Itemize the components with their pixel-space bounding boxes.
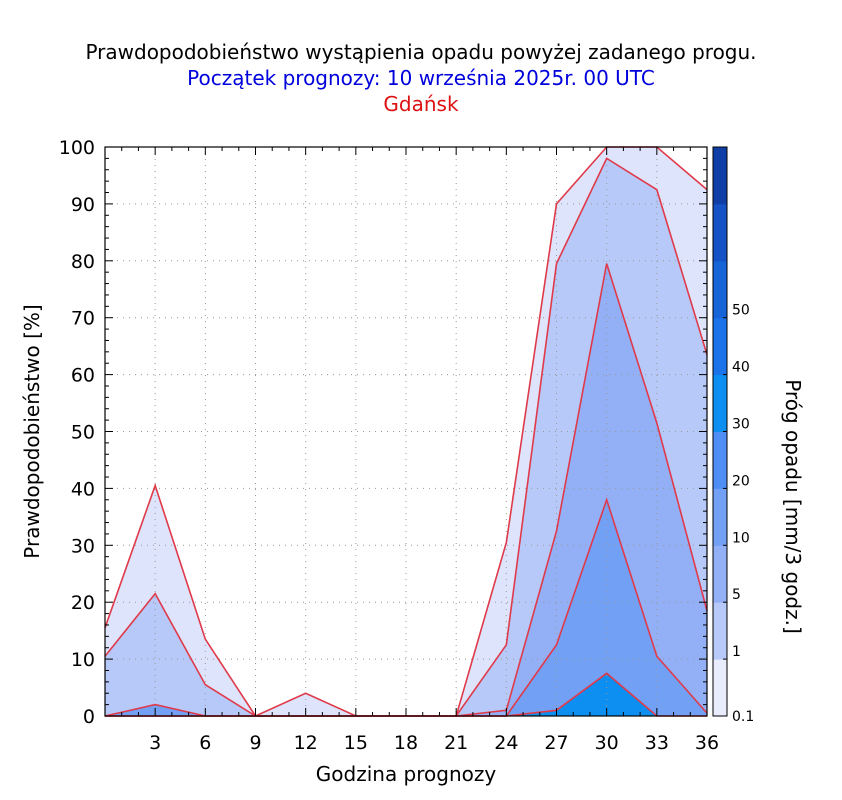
x-axis-title: Godzina prognozy xyxy=(316,762,497,786)
colorbar-band xyxy=(713,431,727,489)
x-tick-label: 27 xyxy=(544,732,568,754)
colorbar-band xyxy=(713,317,727,376)
y-tick-label: 100 xyxy=(59,137,95,159)
colorbar-band xyxy=(713,602,727,660)
y-tick-label: 30 xyxy=(71,535,95,557)
colorbar-label: 10 xyxy=(732,530,750,546)
colorbar-band xyxy=(713,488,727,546)
colorbar-label: 5 xyxy=(732,587,741,603)
x-tick-label: 21 xyxy=(444,732,468,754)
y-tick-label: 20 xyxy=(71,592,95,614)
x-tick-label: 33 xyxy=(645,732,669,754)
y-tick-label: 90 xyxy=(71,194,95,216)
chart-title: Prawdopodobieństwo wystąpienia opadu pow… xyxy=(85,40,757,64)
colorbar-band xyxy=(713,659,727,717)
colorbar-band xyxy=(713,203,727,262)
y-tick-label: 0 xyxy=(83,706,95,728)
x-tick-label: 24 xyxy=(494,732,518,754)
x-tick-label: 9 xyxy=(249,732,261,754)
plot-frame xyxy=(104,146,708,717)
x-tick-label: 30 xyxy=(595,732,619,754)
colorbar-label: 20 xyxy=(732,473,750,489)
forecast-start-subtitle: Początek prognozy: 10 września 2025r. 00… xyxy=(187,66,655,90)
x-tick-label: 36 xyxy=(695,732,719,754)
y-tick-label: 10 xyxy=(71,649,95,671)
colorbar-label: 30 xyxy=(732,417,750,433)
y-tick-label: 70 xyxy=(71,308,95,330)
colorbar-band xyxy=(713,374,727,432)
area-threshold-10 xyxy=(105,499,707,716)
colorbar-label: 0.1 xyxy=(732,709,754,725)
y-tick-label: 80 xyxy=(71,251,95,273)
area-threshold-5 xyxy=(105,263,707,716)
x-tick-label: 18 xyxy=(394,732,418,754)
y-tick-label: 50 xyxy=(71,422,95,444)
colorbar-label: 40 xyxy=(732,360,750,376)
x-tick-label: 12 xyxy=(294,732,318,754)
colorbar-title: Próg opadu [mm/3 godz.] xyxy=(781,379,805,634)
colorbar-band xyxy=(713,260,727,319)
x-tick-label: 15 xyxy=(344,732,368,754)
colorbar-band xyxy=(713,545,727,603)
colorbar-label: 1 xyxy=(732,644,741,660)
colorbar-label: 50 xyxy=(732,303,750,319)
x-tick-label: 6 xyxy=(199,732,211,754)
x-tick-label: 3 xyxy=(149,732,161,754)
area-threshold-20 xyxy=(105,673,707,716)
y-axis-title: Prawdopodobieństwo [%] xyxy=(20,304,44,558)
y-tick-label: 60 xyxy=(71,365,95,387)
location-subtitle: Gdańsk xyxy=(383,92,459,116)
colorbar-band xyxy=(713,147,727,205)
y-tick-label: 40 xyxy=(71,478,95,500)
